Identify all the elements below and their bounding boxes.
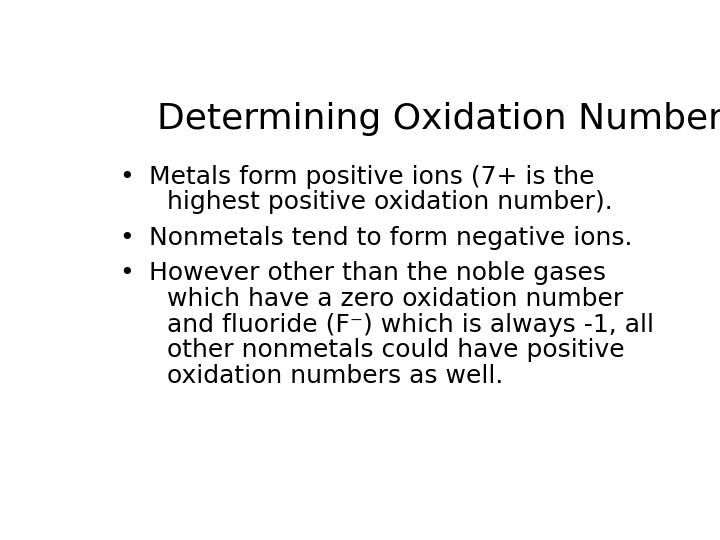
Text: •: •	[119, 165, 134, 188]
Text: highest positive oxidation number).: highest positive oxidation number).	[167, 191, 613, 214]
Text: Nonmetals tend to form negative ions.: Nonmetals tend to form negative ions.	[148, 226, 632, 249]
Text: Determining Oxidation Numbers: Determining Oxidation Numbers	[157, 102, 720, 136]
Text: •: •	[119, 226, 134, 249]
Text: which have a zero oxidation number: which have a zero oxidation number	[167, 287, 624, 311]
Text: oxidation numbers as well.: oxidation numbers as well.	[167, 364, 503, 388]
Text: •: •	[119, 261, 134, 285]
Text: other nonmetals could have positive: other nonmetals could have positive	[167, 339, 625, 362]
Text: However other than the noble gases: However other than the noble gases	[148, 261, 606, 285]
Text: Metals form positive ions (7+ is the: Metals form positive ions (7+ is the	[148, 165, 594, 188]
Text: and fluoride (F⁻) which is always -1, all: and fluoride (F⁻) which is always -1, al…	[167, 313, 654, 336]
